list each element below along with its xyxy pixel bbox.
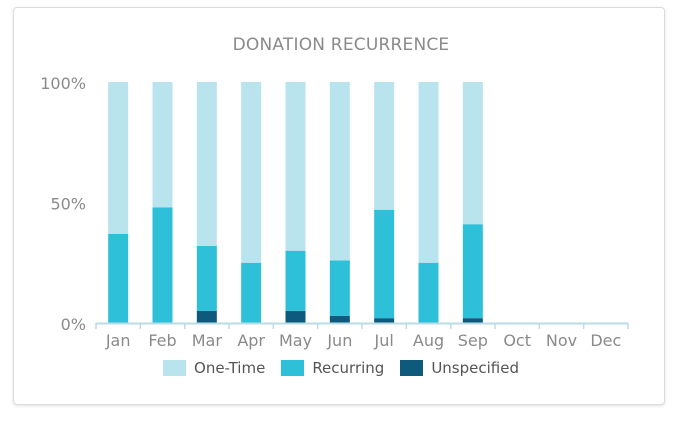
bar-segment-one-time[interactable] bbox=[196, 82, 217, 246]
x-tick-label: Aug bbox=[413, 331, 444, 350]
bar-segment-unspecified[interactable] bbox=[329, 315, 350, 323]
bar-segment-unspecified[interactable] bbox=[285, 310, 306, 323]
x-tick-label: May bbox=[279, 331, 312, 350]
x-tick-label: Apr bbox=[237, 331, 265, 350]
bar-segment-recurring[interactable] bbox=[462, 224, 483, 319]
legend-label: Unspecified bbox=[431, 359, 519, 377]
legend-item-recurring[interactable]: Recurring bbox=[281, 359, 384, 377]
bar-segment-unspecified[interactable] bbox=[462, 318, 483, 323]
x-tick-label: Jan bbox=[105, 331, 131, 350]
y-tick-label: 50% bbox=[50, 195, 86, 214]
x-tick-label: Oct bbox=[503, 331, 531, 350]
legend-swatch bbox=[281, 360, 305, 376]
chart-legend: One-Time Recurring Unspecified bbox=[0, 359, 682, 377]
legend-swatch bbox=[163, 360, 187, 376]
chart-title: DONATION RECURRENCE bbox=[232, 35, 450, 55]
bar-segment-unspecified[interactable] bbox=[196, 310, 217, 323]
legend-item-one-time[interactable]: One-Time bbox=[163, 359, 265, 377]
x-tick-label: Jul bbox=[374, 331, 394, 350]
legend-swatch bbox=[400, 360, 424, 376]
bar-segment-recurring[interactable] bbox=[241, 262, 262, 323]
x-tick-label: Nov bbox=[546, 331, 577, 350]
bar-segment-one-time[interactable] bbox=[285, 82, 306, 251]
legend-label: One-Time bbox=[194, 359, 266, 377]
bar-segment-one-time[interactable] bbox=[329, 82, 350, 261]
bar-segment-one-time[interactable] bbox=[241, 82, 262, 263]
bar-segment-recurring[interactable] bbox=[329, 260, 350, 316]
bar-segment-one-time[interactable] bbox=[462, 82, 483, 225]
bar-segment-one-time[interactable] bbox=[152, 82, 173, 208]
x-tick-label: Jun bbox=[326, 331, 352, 350]
legend-item-unspecified[interactable]: Unspecified bbox=[400, 359, 519, 377]
bar-segment-recurring[interactable] bbox=[285, 250, 306, 311]
bar-segment-recurring[interactable] bbox=[108, 233, 129, 323]
bar-segment-recurring[interactable] bbox=[418, 262, 439, 323]
bar-segment-unspecified[interactable] bbox=[374, 318, 395, 323]
x-tick-label: Mar bbox=[192, 331, 223, 350]
bar-segment-one-time[interactable] bbox=[108, 82, 129, 234]
y-tick-label: 0% bbox=[61, 315, 86, 334]
bar-segment-recurring[interactable] bbox=[374, 209, 395, 319]
y-tick-label: 100% bbox=[40, 74, 86, 93]
bar-segment-recurring[interactable] bbox=[152, 207, 173, 323]
legend-label: Recurring bbox=[312, 359, 385, 377]
bar-segment-recurring[interactable] bbox=[196, 245, 217, 311]
x-tick-label: Sep bbox=[458, 331, 488, 350]
x-tick-label: Feb bbox=[148, 331, 176, 350]
x-tick-label: Dec bbox=[590, 331, 621, 350]
bar-segment-one-time[interactable] bbox=[418, 82, 439, 263]
bar-segment-one-time[interactable] bbox=[374, 82, 395, 210]
